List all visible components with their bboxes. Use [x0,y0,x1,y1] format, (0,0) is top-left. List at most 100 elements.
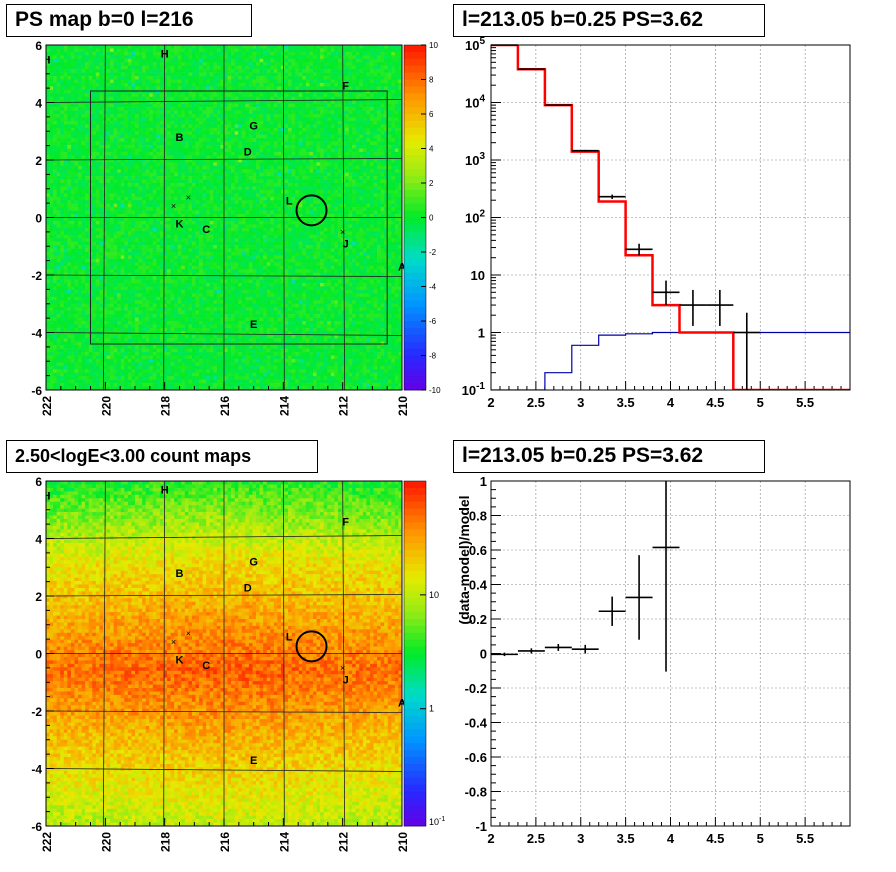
heatmap-cell [338,83,342,87]
heatmap-cell [85,124,89,128]
heatmap-cell [285,207,289,211]
heatmap-cell [96,69,100,73]
heatmap-cell [285,176,289,180]
heatmap-cell [288,142,292,146]
heatmap-cell [139,107,143,111]
heatmap-cell [199,128,203,132]
heatmap-cell [306,128,310,132]
heatmap-cell [313,183,317,187]
heatmap-cell [306,55,310,59]
heatmap-cell [231,176,235,180]
heatmap-cell [60,207,64,211]
heatmap-cell [167,166,171,170]
heatmap-cell [349,69,353,73]
heatmap-cell [356,52,360,56]
heatmap-cell [67,183,71,187]
heatmap-cell [206,152,210,156]
heatmap-cell [213,186,217,190]
heatmap-cell [327,207,331,211]
heatmap-cell [270,128,274,132]
heatmap-cell [107,128,111,132]
heatmap-cell [313,131,317,135]
heatmap-cell [281,193,285,197]
heatmap-cell [381,111,385,115]
heatmap-cell [320,159,324,163]
heatmap-cell [153,173,157,177]
heatmap-cell [64,111,68,115]
heatmap-cell [217,97,221,101]
heatmap-cell [263,197,267,201]
heatmap-cell [306,45,310,49]
heatmap-cell [217,162,221,166]
heatmap-cell [267,86,271,90]
heatmap-cell [213,180,217,184]
heatmap-cell [277,138,281,142]
heatmap-cell [103,45,107,49]
heatmap-cell [313,76,317,80]
heatmap-cell [167,186,171,190]
heatmap-cell [171,83,175,87]
heatmap-cell [377,45,381,49]
heatmap-cell [366,186,370,190]
heatmap-cell [309,173,313,177]
heatmap-cell [242,207,246,211]
heatmap-cell [238,166,242,170]
heatmap-cell [67,142,71,146]
heatmap-cell [196,135,200,139]
heatmap-cell [67,204,71,208]
heatmap-cell [391,204,395,208]
heatmap-cell [196,186,200,190]
heatmap-cell [163,73,167,77]
heatmap-cell [235,59,239,63]
heatmap-cell [167,183,171,187]
heatmap-cell [327,190,331,194]
heatmap-cell [235,73,239,77]
heatmap-cell [96,80,100,84]
heatmap-cell [256,90,260,94]
heatmap-cell [206,204,210,208]
heatmap-cell [309,204,313,208]
heatmap-cell [242,121,246,125]
heatmap-cell [82,45,86,49]
heatmap-cell [210,173,214,177]
heatmap-cell [57,145,61,149]
heatmap-cell [92,145,96,149]
heatmap-cell [388,52,392,56]
heatmap-cell [345,159,349,163]
heatmap-cell [92,131,96,135]
heatmap-cell [338,90,342,94]
heatmap-cell [210,162,214,166]
heatmap-cell [149,138,153,142]
heatmap-cell [331,111,335,115]
heatmap-cell [110,66,114,70]
heatmap-cell [110,169,114,173]
heatmap-cell [231,121,235,125]
heatmap-cell [391,131,395,135]
heatmap-cell [267,124,271,128]
heatmap-cell [327,180,331,184]
heatmap-cell [131,124,135,128]
heatmap-cell [277,93,281,97]
heatmap-cell [71,73,75,77]
heatmap-cell [260,111,264,115]
heatmap-cell [149,107,153,111]
heatmap-cell [67,45,71,49]
heatmap-cell [270,104,274,108]
heatmap-cell [274,59,278,63]
heatmap-cell [306,200,310,204]
heatmap-cell [345,204,349,208]
heatmap-cell [139,52,143,56]
heatmap-cell [352,152,356,156]
heatmap-cell [374,166,378,170]
heatmap-cell [213,59,217,63]
heatmap-cell [210,142,214,146]
heatmap-cell [217,45,221,49]
heatmap-cell [131,183,135,187]
heatmap-cell [142,197,146,201]
heatmap-cell [242,138,246,142]
heatmap-cell [153,124,157,128]
heatmap-cell [356,69,360,73]
heatmap-cell [260,135,264,139]
heatmap-cell [288,131,292,135]
heatmap-cell [349,180,353,184]
